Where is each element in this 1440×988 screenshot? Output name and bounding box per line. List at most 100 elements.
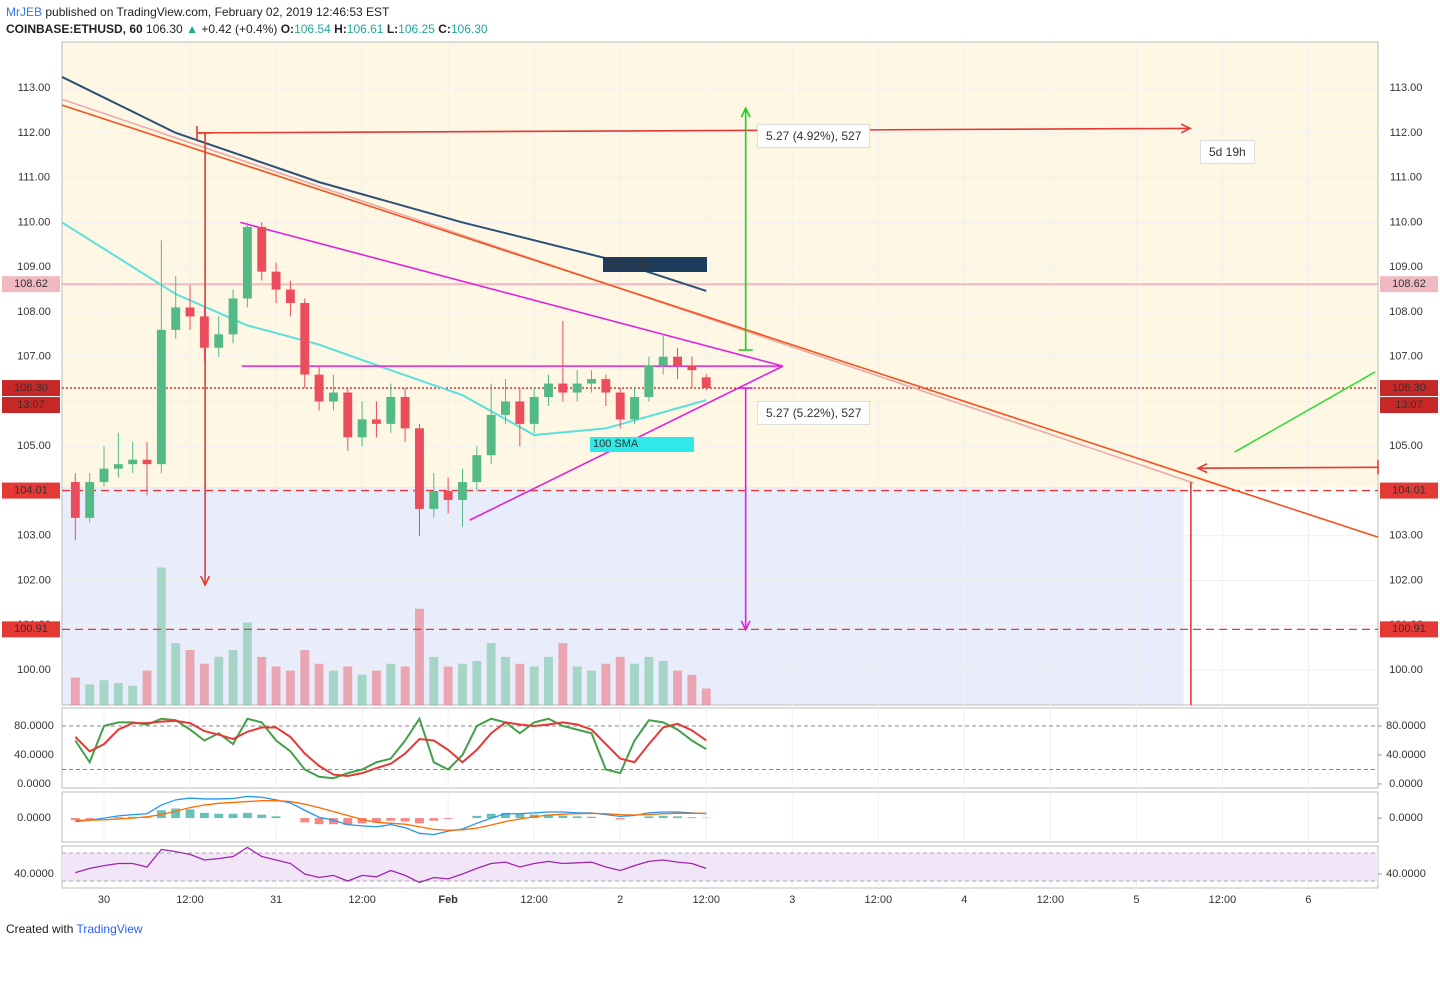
y-tick-label: 102.00 [1389, 574, 1423, 586]
price-label: 100.91 [1392, 623, 1426, 635]
volume-bar [272, 667, 281, 706]
header-line: MrJEB published on TradingView.com, Febr… [6, 5, 389, 19]
drawing [1198, 467, 1378, 468]
macd-bar [472, 816, 481, 818]
y-tick-label: 110.00 [18, 216, 51, 228]
candle-body [558, 384, 567, 393]
x-tick-label: 12:00 [1037, 894, 1065, 906]
author[interactable]: MrJEB [6, 5, 42, 19]
page: MrJEB published on TradingView.com, Febr… [0, 0, 1440, 948]
y-tick-label: 105.00 [17, 440, 51, 452]
volume-bar [415, 609, 424, 705]
countdown: 13:07 [1395, 399, 1423, 411]
price-label: 108.62 [14, 278, 48, 290]
macd-bar [429, 818, 438, 821]
y-tick-label: 40.0000 [14, 749, 54, 761]
sma-label: 100 SMA [593, 438, 639, 450]
x-tick-label: 2 [617, 894, 623, 906]
symbol: COINBASE:ETHUSD, 60 [6, 22, 143, 36]
candle-body [386, 397, 395, 424]
macd-bar [186, 809, 195, 818]
candle-body [143, 460, 152, 464]
candle-body [673, 357, 682, 366]
volume-bar [186, 650, 195, 705]
footer: Created with TradingView [6, 922, 143, 936]
y-tick-label: 100.00 [17, 664, 51, 676]
y-tick-label: 105.00 [1389, 440, 1423, 452]
candle-body [100, 469, 109, 482]
y-tick-label: 108.00 [17, 306, 51, 318]
time-label: 5d 19h [1200, 140, 1255, 164]
candle-body [544, 384, 553, 397]
rsi-band [62, 853, 1378, 881]
y-tick-label: 103.00 [17, 530, 51, 542]
time-text: 5d 19h [1209, 145, 1246, 159]
macd-line [75, 796, 706, 834]
volume-bar [587, 671, 596, 705]
published: published on TradingView.com, February 0… [45, 5, 389, 19]
macd-bar [659, 816, 668, 818]
macd-bar [257, 815, 266, 818]
volume-bar [100, 680, 109, 705]
macd-bar [300, 818, 309, 822]
y-tick-label: 112.00 [1390, 127, 1423, 139]
volume-bar [329, 671, 338, 705]
candle-body [601, 379, 610, 392]
y-tick-label: 113.00 [18, 82, 51, 94]
price-label: 106.30 [1392, 382, 1426, 394]
brand[interactable]: TradingView [77, 922, 143, 936]
volume-bar [673, 671, 682, 705]
volume-bar [171, 643, 180, 705]
candle-body [229, 299, 238, 335]
candle-body [429, 491, 438, 509]
candle-body [659, 357, 668, 366]
macd-bar [515, 814, 524, 818]
y-tick-label: 0.0000 [17, 812, 51, 824]
macd-bar [444, 818, 453, 819]
x-tick-label: 12:00 [865, 894, 893, 906]
x-tick-label: 3 [789, 894, 795, 906]
ohlc-label: C: [438, 22, 451, 36]
candle-body [372, 419, 381, 423]
volume-bar [501, 657, 510, 705]
macd-bar [114, 817, 123, 818]
candle-body [401, 397, 410, 428]
candle-body [472, 455, 481, 482]
volume-bar [659, 661, 668, 705]
stoch-line [75, 721, 706, 776]
candle-body [114, 464, 123, 468]
sma-label: 200 SMA [606, 258, 652, 270]
x-tick-label: 12:00 [1209, 894, 1237, 906]
y-tick-label: 102.00 [17, 574, 51, 586]
y-tick-label: 109.00 [17, 261, 51, 273]
volume-bar [358, 675, 367, 705]
candle-body [616, 393, 625, 420]
volume-bar [601, 664, 610, 705]
y-tick-label: 110.00 [1390, 216, 1423, 228]
candle-body [85, 482, 94, 518]
measure-label: 5.27 (4.92%), 527 [757, 124, 870, 148]
change: +0.42 (+0.4%) [201, 22, 277, 36]
volume-bar [616, 657, 625, 705]
candle-body [458, 482, 467, 500]
candle-body [243, 227, 252, 299]
volume-bar [114, 683, 123, 705]
volume-bar [343, 667, 352, 706]
volume-bar [515, 664, 524, 705]
macd-bar [673, 816, 682, 818]
macd-bar [415, 818, 424, 823]
macd-bar [200, 813, 209, 818]
volume-bar [71, 678, 80, 706]
volume-bar [429, 657, 438, 705]
candle-body [515, 401, 524, 423]
x-tick-label: 5 [1133, 894, 1139, 906]
ohlc-label: L: [387, 22, 398, 36]
macd-bar [616, 818, 625, 819]
candle-body [358, 419, 367, 437]
candle-body [300, 303, 309, 375]
candle-body [487, 415, 496, 455]
candle-body [186, 307, 195, 316]
y-tick-label: 107.00 [17, 351, 51, 363]
macd-bar [229, 814, 238, 818]
